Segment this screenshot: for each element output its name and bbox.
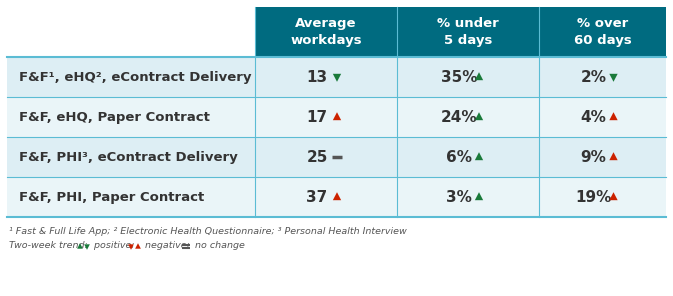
- Text: 3%: 3%: [446, 189, 472, 205]
- Text: 25: 25: [306, 149, 328, 165]
- Text: 19%: 19%: [575, 189, 612, 205]
- Text: F&F¹, eHQ², eContract Delivery: F&F¹, eHQ², eContract Delivery: [19, 70, 252, 83]
- Text: F&F, PHI³, eContract Delivery: F&F, PHI³, eContract Delivery: [19, 150, 238, 163]
- Text: % under
5 days: % under 5 days: [437, 17, 499, 47]
- Text: 6%: 6%: [446, 149, 472, 165]
- Text: no change: no change: [192, 241, 245, 250]
- Polygon shape: [128, 244, 134, 250]
- Text: 2%: 2%: [581, 70, 606, 84]
- Text: 9%: 9%: [581, 149, 606, 165]
- Text: 17: 17: [306, 110, 328, 125]
- Bar: [7, 97, 666, 137]
- Text: 24%: 24%: [441, 110, 477, 125]
- Polygon shape: [475, 152, 483, 160]
- Bar: [7, 177, 666, 217]
- Text: 13: 13: [306, 70, 328, 84]
- Polygon shape: [609, 112, 618, 120]
- Bar: [7, 137, 666, 177]
- Polygon shape: [609, 152, 618, 160]
- Polygon shape: [475, 112, 483, 120]
- Text: 37: 37: [306, 189, 328, 205]
- Text: 4%: 4%: [581, 110, 606, 125]
- Polygon shape: [333, 112, 341, 120]
- Text: Average
workdays: Average workdays: [290, 17, 362, 47]
- Text: 35%: 35%: [441, 70, 477, 84]
- Bar: [255, 7, 666, 57]
- Polygon shape: [609, 74, 618, 82]
- Text: Two-week trend:: Two-week trend:: [9, 241, 91, 250]
- Text: negative;: negative;: [142, 241, 193, 250]
- Polygon shape: [333, 74, 341, 82]
- Text: F&F, PHI, Paper Contract: F&F, PHI, Paper Contract: [19, 191, 204, 204]
- Text: % over
60 days: % over 60 days: [573, 17, 631, 47]
- Polygon shape: [475, 72, 483, 80]
- Text: positive;: positive;: [91, 241, 137, 250]
- Polygon shape: [135, 243, 141, 249]
- Polygon shape: [609, 192, 618, 200]
- Polygon shape: [333, 192, 341, 200]
- Text: F&F, eHQ, Paper Contract: F&F, eHQ, Paper Contract: [19, 110, 210, 123]
- Text: ¹ Fast & Full Life App; ² Electronic Health Questionnaire; ³ Personal Health Int: ¹ Fast & Full Life App; ² Electronic Hea…: [9, 227, 406, 236]
- Polygon shape: [77, 243, 83, 249]
- Polygon shape: [84, 244, 90, 250]
- Bar: [7, 57, 666, 97]
- Polygon shape: [475, 192, 483, 200]
